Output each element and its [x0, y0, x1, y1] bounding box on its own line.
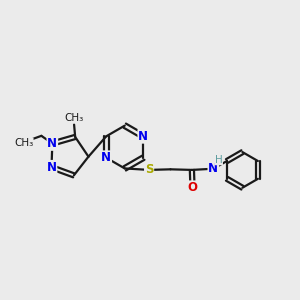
Text: O: O [188, 181, 197, 194]
Text: CH₃: CH₃ [14, 138, 33, 148]
Text: N: N [101, 151, 111, 164]
Text: H: H [215, 155, 223, 165]
Text: N: N [47, 137, 57, 150]
Text: S: S [145, 164, 153, 176]
Text: N: N [208, 162, 218, 175]
Text: CH₃: CH₃ [64, 113, 84, 123]
Text: N: N [46, 161, 56, 174]
Text: N: N [138, 130, 148, 143]
